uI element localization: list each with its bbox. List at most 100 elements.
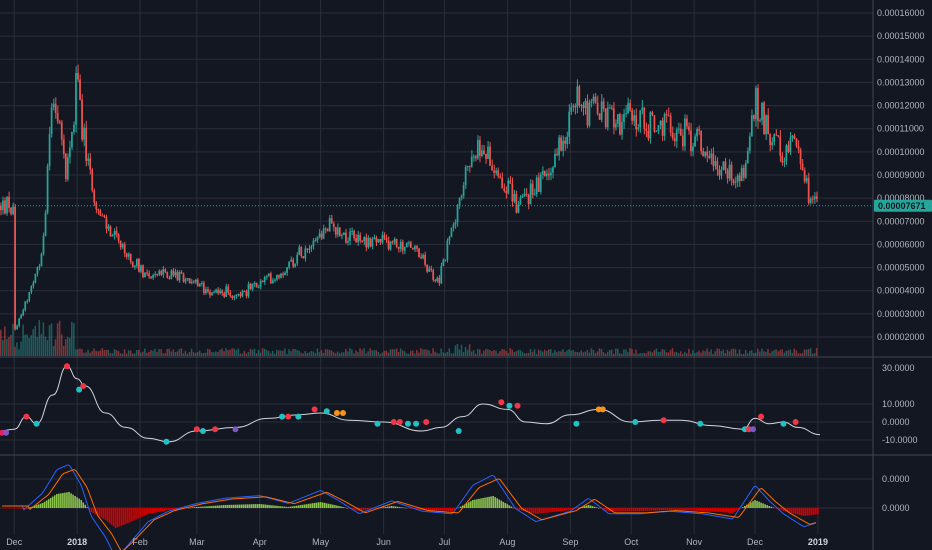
volume-bar	[724, 352, 727, 356]
macd-histogram-bar	[283, 506, 285, 508]
candle-body	[779, 136, 782, 156]
macd-histogram-bar	[13, 508, 16, 509]
time-scale[interactable]: Dec 2018 Feb Mar Apr May Jun Jul Aug Sep Oct Nov Dec…	[6, 537, 828, 547]
volume-bar	[712, 353, 714, 356]
macd-histogram-bar	[758, 501, 760, 508]
macd-histogram-bar	[228, 504, 231, 508]
macd-histogram-bar	[17, 508, 20, 509]
time-tick-label: May	[312, 537, 330, 547]
macd-histogram-bar	[480, 498, 482, 508]
signal-dot	[792, 419, 799, 425]
macd-histogram-bar	[216, 505, 218, 508]
volume-bar	[623, 349, 625, 356]
macd-histogram-bar	[80, 499, 82, 508]
candle-body	[757, 88, 759, 121]
macd-histogram-bar	[163, 508, 166, 511]
volume-bar	[152, 350, 154, 356]
macd-histogram-bar	[498, 499, 501, 508]
volume-bar	[619, 353, 621, 356]
volume-bar	[759, 351, 761, 356]
macd-histogram-bar	[258, 504, 261, 508]
macd-histogram-bar	[683, 508, 685, 511]
candle-body	[164, 269, 167, 272]
candle-body	[288, 261, 290, 268]
macd-histogram-bar	[782, 508, 785, 511]
macd-histogram-bar	[654, 508, 657, 511]
oscillator-pane	[0, 363, 820, 445]
volume-bar	[391, 349, 394, 356]
candle-body	[803, 170, 806, 182]
volume-bar	[389, 349, 392, 356]
macd-histogram-bar	[620, 508, 622, 511]
volume-bar	[700, 352, 702, 356]
macd-histogram-bar	[802, 508, 805, 516]
candle-body	[612, 108, 615, 128]
candle-body	[515, 193, 518, 213]
volume-bar	[552, 352, 554, 356]
macd-histogram-bar	[194, 507, 196, 508]
volume-bar	[529, 349, 532, 356]
volume-bar	[207, 348, 209, 356]
candle-body	[48, 133, 51, 166]
candle-body	[623, 113, 625, 122]
volume-bar	[71, 321, 73, 356]
candle-body	[602, 101, 605, 109]
volume-bar	[239, 353, 242, 356]
candle-body	[791, 135, 794, 138]
volume-bar	[111, 353, 114, 356]
macd-histogram-bar	[656, 508, 659, 511]
candle-body	[306, 248, 309, 250]
volume-bar	[487, 349, 489, 356]
volume-bar	[403, 351, 406, 356]
volume-bar	[180, 348, 183, 356]
macd-histogram-bar	[465, 503, 468, 508]
candle-body	[52, 103, 55, 108]
volume-bar	[594, 353, 597, 356]
macd-histogram-bar	[56, 494, 58, 508]
volume-bar	[556, 352, 558, 356]
last-price-tag-label: 0.00007671	[878, 201, 926, 211]
candle-body	[73, 124, 75, 132]
candle-body	[26, 300, 29, 302]
volume-bar	[160, 349, 162, 356]
signal-dot	[413, 420, 420, 427]
volume-bar	[267, 351, 270, 356]
volume-bar	[694, 353, 696, 356]
volume-bar	[129, 350, 132, 356]
macd-histogram-bar	[808, 508, 811, 516]
candle-body	[42, 235, 45, 254]
candle-body	[383, 235, 386, 238]
volume-bar	[176, 351, 179, 356]
macd-histogram-bar	[232, 504, 235, 508]
price-tick-label: 0.00011000	[877, 124, 924, 134]
candle-body	[734, 181, 737, 183]
volume-bar	[365, 353, 367, 356]
volume-bar	[269, 353, 272, 356]
macd-histogram-bar	[644, 508, 647, 511]
candle-body	[227, 286, 230, 293]
candle-body	[412, 247, 414, 250]
candle-body	[221, 290, 223, 294]
candle-body	[706, 151, 709, 156]
volume-bar	[245, 353, 248, 356]
macd-histogram-bar	[461, 505, 464, 508]
candle-body	[113, 231, 116, 236]
candle-body	[414, 246, 416, 250]
volume-bar	[8, 337, 10, 356]
candle-body	[148, 273, 150, 277]
candle-body	[166, 271, 169, 279]
price-tick-label: 0.00008000	[877, 193, 925, 203]
volume-bar	[635, 349, 637, 356]
candle-body	[28, 291, 31, 301]
macd-histogram-bar	[774, 508, 777, 509]
candle-body	[125, 253, 128, 257]
macd-histogram-bar	[403, 507, 405, 509]
price-scale[interactable]: 0.00002000 0.00003000 0.00004000 0.00005000…	[877, 8, 925, 513]
macd-histogram-bar	[21, 508, 24, 509]
candle-body	[172, 270, 175, 276]
volume-bar	[509, 348, 511, 356]
macd-histogram-bar	[171, 508, 174, 510]
volume-bar	[472, 350, 475, 356]
candle-body	[363, 237, 366, 242]
